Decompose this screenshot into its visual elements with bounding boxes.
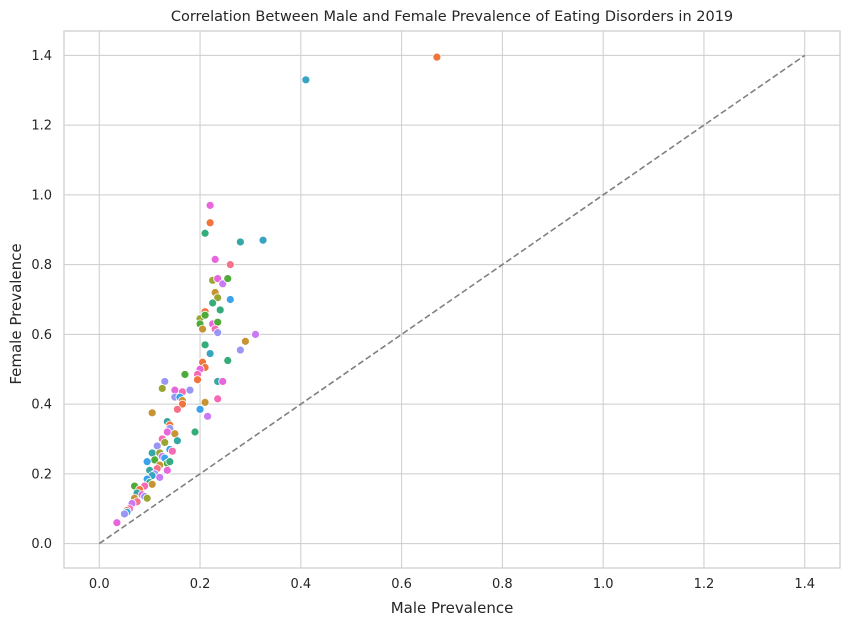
scatter-point <box>157 384 167 393</box>
scatter-point <box>200 228 210 238</box>
scatter-point <box>165 457 175 467</box>
scatter-point <box>172 404 182 414</box>
scatter-point <box>258 235 268 245</box>
plot-frame <box>63 30 841 569</box>
scatter-point <box>213 328 223 338</box>
scatter-point <box>213 274 223 283</box>
scatter-point <box>142 493 152 503</box>
scatter-point <box>213 394 223 404</box>
y-tick-label: 0.2 <box>31 467 52 482</box>
scatter-point <box>178 399 187 409</box>
scatter-point <box>205 349 215 358</box>
scatter-point <box>251 329 260 339</box>
scatter-point <box>205 218 215 228</box>
scatter-point <box>167 446 177 456</box>
x-tick-label: 1.0 <box>593 577 614 592</box>
y-tick-label: 1.2 <box>31 119 52 134</box>
scatter-point <box>147 408 157 418</box>
scatter-point <box>120 509 129 519</box>
scatter-point <box>218 279 228 289</box>
diagonal-reference-line <box>98 54 806 545</box>
scatter-point <box>235 237 245 247</box>
scatter-point <box>200 397 210 407</box>
scatter-point <box>215 305 225 315</box>
scatter-point <box>241 336 250 346</box>
y-axis-label: Female Prevalence <box>7 243 25 384</box>
scatter-point <box>180 370 190 379</box>
scatter-point <box>223 274 233 283</box>
scatter-point <box>172 436 182 446</box>
scatter-point <box>147 479 157 489</box>
y-tick-label: 1.0 <box>31 188 52 203</box>
scatter-point <box>160 438 170 447</box>
scatter-point <box>301 75 311 85</box>
scatter-points <box>112 52 442 528</box>
x-tick-label: 0.4 <box>290 577 311 592</box>
scatter-point <box>225 260 235 270</box>
scatter-point <box>205 200 215 210</box>
y-tick-label: 0.6 <box>31 328 52 343</box>
y-tick-label: 0.0 <box>31 537 52 552</box>
x-tick-label: 1.4 <box>794 577 815 592</box>
x-tick-label: 0.6 <box>391 577 412 592</box>
scatter-point <box>162 427 172 437</box>
scatter-point <box>195 404 205 414</box>
x-axis-ticks: 0.0 0.2 0.4 0.6 0.8 1.0 1.2 1.4 <box>89 577 815 592</box>
x-tick-label: 0.2 <box>190 577 211 592</box>
scatter-point <box>185 385 195 395</box>
x-tick-label: 1.2 <box>694 577 715 592</box>
scatter-point <box>223 356 233 365</box>
grid-lines <box>64 31 840 568</box>
reference-line <box>98 54 806 545</box>
x-axis-label: Male Prevalence <box>391 599 514 617</box>
scatter-point <box>208 298 218 308</box>
scatter-point <box>112 518 122 528</box>
plot-border <box>63 30 841 569</box>
scatter-point <box>213 293 223 303</box>
scatter-point <box>193 375 202 385</box>
chart-title: Correlation Between Male and Female Prev… <box>171 9 733 25</box>
scatter-point <box>155 472 165 482</box>
scatter-point <box>235 345 245 355</box>
y-tick-label: 1.4 <box>31 49 52 64</box>
scatter-point <box>142 457 152 467</box>
scatter-point <box>432 52 442 62</box>
scatter-point <box>200 310 210 320</box>
scatter-point <box>198 324 207 334</box>
scatter-point <box>218 377 228 386</box>
y-tick-label: 0.4 <box>31 398 52 413</box>
y-axis-ticks: 0.0 0.2 0.4 0.6 0.8 1.0 1.2 1.4 <box>31 49 52 552</box>
y-tick-label: 0.8 <box>31 258 52 273</box>
x-tick-label: 0.0 <box>89 577 110 592</box>
scatter-point <box>190 427 200 437</box>
scatter-point <box>203 411 213 421</box>
scatter-point <box>225 295 235 304</box>
scatter-point <box>162 465 172 475</box>
x-tick-label: 0.8 <box>492 577 513 592</box>
scatter-point <box>200 340 210 350</box>
scatter-point <box>210 254 220 264</box>
